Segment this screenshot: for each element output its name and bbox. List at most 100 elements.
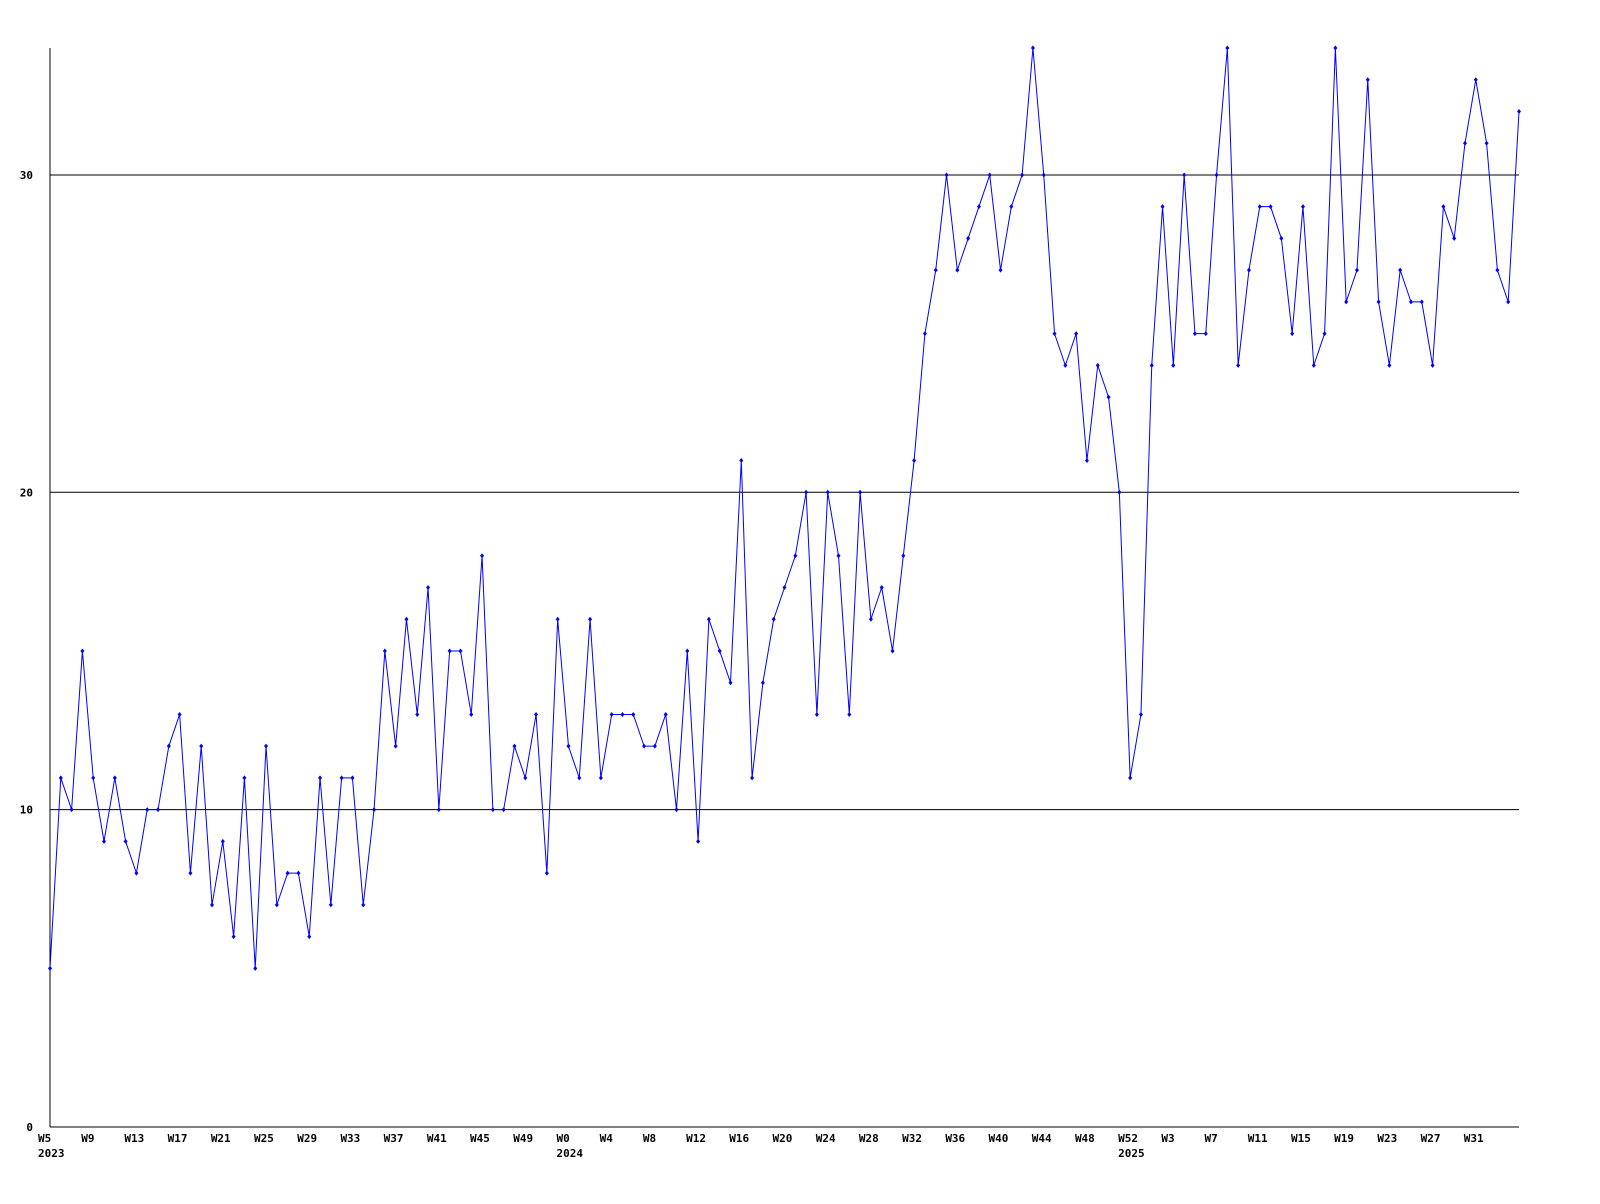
data-point (577, 775, 582, 781)
data-point (458, 648, 463, 654)
x-tick-label: W49 (513, 1132, 533, 1145)
x-tick-label: W17 (168, 1132, 188, 1145)
x-tick-label: W21 (211, 1132, 231, 1145)
data-point (1484, 140, 1489, 146)
data-point (1192, 331, 1197, 337)
x-tick-label: W44 (1032, 1132, 1052, 1145)
year-label: 2025 (1118, 1147, 1145, 1160)
data-point (393, 743, 398, 749)
data-point (620, 711, 625, 717)
data-point (1225, 45, 1230, 51)
data-point (1376, 299, 1381, 305)
data-point (328, 902, 333, 908)
data-point (339, 775, 344, 781)
data-point (609, 711, 614, 717)
data-point (501, 807, 506, 813)
data-point (760, 680, 765, 686)
data-point (1117, 489, 1122, 495)
data-point (706, 616, 711, 622)
data-point (307, 934, 312, 940)
data-point (642, 743, 647, 749)
data-point (199, 743, 204, 749)
data-point (782, 585, 787, 590)
data-point (166, 743, 171, 749)
data-point (490, 807, 495, 813)
data-point (1095, 362, 1100, 368)
x-tick-label: W33 (340, 1132, 360, 1145)
data-point (350, 775, 355, 781)
x-tick-label: W3 (1161, 1132, 1174, 1145)
data-point (1322, 331, 1327, 337)
x-tick-label: W28 (859, 1132, 879, 1145)
year-label: 2024 (556, 1147, 583, 1160)
data-point (555, 616, 560, 622)
x-tick-label: W45 (470, 1132, 490, 1145)
data-point (220, 838, 225, 844)
year-label: 2023 (38, 1147, 65, 1160)
data-point (48, 965, 52, 971)
data-point (1419, 299, 1424, 305)
x-tick-label: W12 (686, 1132, 706, 1145)
data-point (231, 934, 236, 940)
data-point (966, 235, 971, 241)
data-point (717, 648, 722, 654)
data-point (1138, 711, 1143, 717)
data-point (264, 743, 269, 749)
data-point (1517, 108, 1521, 114)
data-point (1203, 331, 1208, 337)
data-point (91, 775, 96, 781)
data-point (469, 711, 474, 717)
y-tick-label: 0 (26, 1121, 33, 1134)
data-point (1300, 204, 1305, 210)
x-tick-label: W7 (1205, 1132, 1218, 1145)
data-point (944, 172, 949, 178)
data-point (404, 616, 409, 622)
x-tick-label: W48 (1075, 1132, 1095, 1145)
x-tick-label: W0 (556, 1132, 569, 1145)
data-point (1290, 331, 1295, 337)
data-point (1009, 204, 1014, 210)
data-point (102, 838, 107, 844)
x-tick-label: W27 (1421, 1132, 1441, 1145)
data-point (1063, 362, 1068, 368)
x-tick-label: W24 (816, 1132, 836, 1145)
data-point (544, 870, 549, 876)
data-point (955, 267, 960, 273)
data-point (631, 711, 636, 717)
x-tick-label: W52 (1118, 1132, 1138, 1145)
data-point (242, 775, 247, 781)
data-point (771, 616, 776, 622)
data-point (663, 711, 668, 717)
data-point (825, 489, 830, 495)
data-point (998, 267, 1003, 273)
x-tick-label: W25 (254, 1132, 274, 1145)
data-point (1354, 267, 1359, 273)
data-point (685, 648, 690, 654)
data-point (922, 331, 927, 337)
data-point (566, 743, 571, 749)
data-point (987, 172, 992, 178)
data-point (512, 743, 517, 749)
data-point (836, 553, 841, 559)
data-point (1441, 204, 1446, 210)
data-point (1311, 362, 1316, 368)
data-point (1214, 172, 1219, 178)
data-point (814, 711, 819, 717)
x-tick-label: W20 (773, 1132, 793, 1145)
data-point (598, 775, 603, 781)
data-point (750, 775, 755, 781)
data-point (382, 648, 387, 654)
data-point (361, 902, 366, 908)
data-point (879, 585, 884, 590)
data-point (1041, 172, 1046, 178)
data-point (534, 711, 539, 717)
data-point (1257, 204, 1262, 210)
data-point (1106, 394, 1111, 400)
data-point (728, 680, 733, 686)
data-point (1344, 299, 1349, 305)
data-point (69, 807, 74, 813)
x-tick-label: W4 (600, 1132, 614, 1145)
data-point (1387, 362, 1392, 368)
data-point (134, 870, 139, 876)
